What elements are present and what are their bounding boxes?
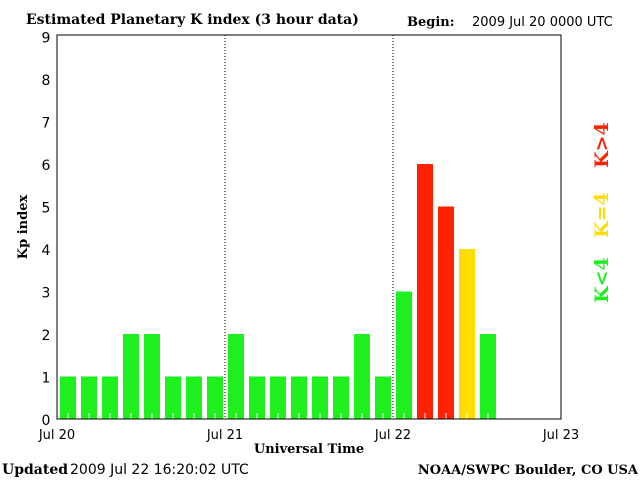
bar-18 [438, 206, 454, 419]
y-tick-label-6: 6 [42, 158, 51, 174]
x-axis-label: Universal Time [254, 442, 364, 457]
begin-label: Begin: [407, 15, 455, 30]
y-tick-label-7: 7 [42, 116, 51, 132]
x-tick-label-0: Jul 20 [38, 428, 75, 443]
credit-text: NOAA/SWPC Boulder, CO USA [418, 463, 639, 478]
bar-15 [375, 376, 391, 419]
y-tick-label-9: 9 [42, 31, 51, 47]
bar-10 [270, 376, 286, 419]
y-tick-label-2: 2 [42, 328, 51, 344]
bar-7 [207, 376, 223, 419]
y-tick-label-4: 4 [42, 243, 51, 259]
begin-value: 2009 Jul 20 0000 UTC [472, 15, 613, 30]
bar-8 [228, 334, 244, 419]
bar-2 [102, 376, 118, 419]
legend-item-0: K<4 [591, 257, 613, 303]
bar-12 [312, 376, 328, 419]
updated-label: Updated [2, 462, 68, 478]
y-tick-label-5: 5 [42, 201, 51, 217]
bar-9 [249, 376, 265, 419]
legend-item-1: K=4 [591, 192, 613, 238]
x-tick-label-2: Jul 22 [374, 428, 411, 443]
y-tick-label-0: 0 [42, 413, 51, 429]
bar-3 [123, 334, 139, 419]
x-tick-label-1: Jul 21 [206, 428, 243, 443]
bar-19 [459, 249, 475, 419]
y-tick-label-8: 8 [42, 73, 51, 89]
y-tick-label-1: 1 [42, 371, 51, 387]
x-tick-label-3: Jul 23 [542, 428, 579, 443]
updated-value: 2009 Jul 22 16:20:02 UTC [70, 462, 249, 478]
bar-1 [81, 376, 97, 419]
bar-5 [165, 376, 181, 419]
legend-item-2: K>4 [591, 122, 613, 168]
plot-frame [56, 34, 562, 420]
bar-11 [291, 376, 307, 419]
bar-4 [144, 334, 160, 419]
chart-title: Estimated Planetary K index (3 hour data… [26, 12, 359, 28]
bar-16 [396, 291, 412, 419]
bar-17 [417, 164, 433, 419]
bar-14 [354, 334, 370, 419]
y-tick-label-3: 3 [42, 286, 51, 302]
bar-13 [333, 376, 349, 419]
bar-20 [480, 334, 496, 419]
y-axis-label: Kp index [16, 195, 31, 260]
bar-0 [60, 376, 76, 419]
bar-6 [186, 376, 202, 419]
